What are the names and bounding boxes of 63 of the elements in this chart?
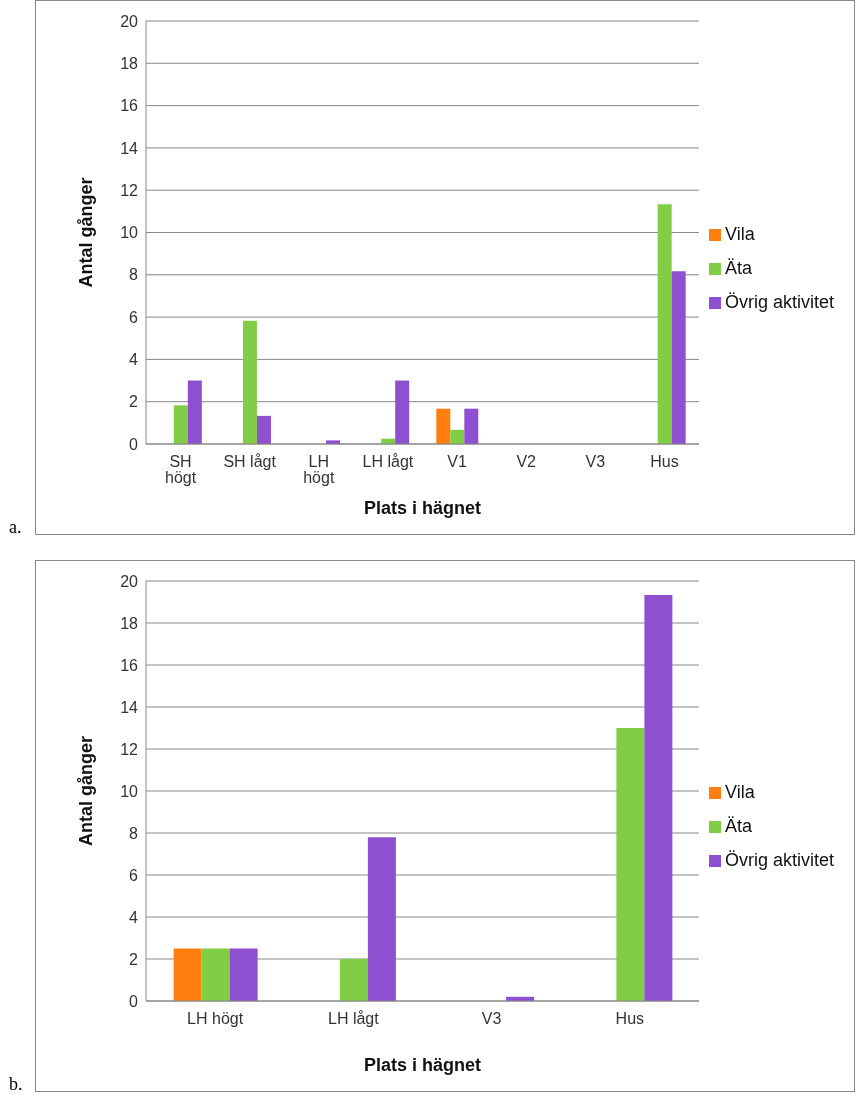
text: a. <box>9 517 22 538</box>
y-tick-label: 16 <box>120 97 139 115</box>
x-tick-label: LH högt <box>303 453 335 487</box>
y-tick-label: 16 <box>120 656 139 674</box>
bar <box>436 408 451 444</box>
bar <box>242 320 257 444</box>
y-tick-label: 18 <box>120 54 139 72</box>
legend-label: Övrig aktivitet <box>724 850 834 870</box>
y-tick-label: 10 <box>120 782 139 800</box>
x-axis-title: Plats i hägnet <box>363 498 481 518</box>
y-tick-label: 14 <box>120 139 139 157</box>
y-tick-label: 6 <box>129 866 139 884</box>
y-tick-label: 20 <box>120 12 139 30</box>
x-axis-title: Plats i hägnet <box>363 1055 481 1075</box>
legend-label: Vila <box>724 782 755 802</box>
y-tick-label: 10 <box>120 224 139 242</box>
x-tick-label: LH lågt <box>362 453 414 471</box>
bar <box>657 204 672 444</box>
y-tick-label: 12 <box>120 181 139 199</box>
legend-label: Äta <box>724 816 752 836</box>
bar <box>187 380 202 444</box>
x-tick-label: V1 <box>447 453 467 471</box>
bar <box>173 405 188 444</box>
y-tick-label: 2 <box>129 393 139 411</box>
y-axis-title: Antal gånger <box>76 177 97 288</box>
bar <box>464 408 479 444</box>
x-tick-label: SH högt <box>164 453 197 487</box>
x-tick-label: V3 <box>585 453 606 471</box>
y-tick-label: 0 <box>129 992 139 1010</box>
bar <box>450 429 465 444</box>
bar <box>173 948 202 1001</box>
y-tick-label: 4 <box>129 908 139 926</box>
x-tick-label: Hus <box>650 453 679 471</box>
bar <box>256 415 271 444</box>
bar <box>201 948 230 1001</box>
y-tick-label: 8 <box>129 266 139 284</box>
legend-label: Övrig aktivitet <box>724 291 834 312</box>
y-tick-label: 0 <box>129 435 139 453</box>
bar <box>644 595 673 1001</box>
x-tick-label: LH högt <box>187 1010 244 1028</box>
legend-label: Vila <box>724 223 755 244</box>
legend-label: Äta <box>724 257 752 278</box>
bar <box>671 271 686 444</box>
y-tick-label: 18 <box>120 614 139 632</box>
bar <box>229 948 258 1001</box>
y-tick-label: 14 <box>120 698 139 716</box>
text: b. <box>9 1074 23 1095</box>
x-tick-label: Hus <box>615 1010 645 1028</box>
y-tick-label: 8 <box>129 824 139 842</box>
bar <box>395 380 410 444</box>
y-axis-title: Antal gånger <box>76 735 97 847</box>
bar <box>339 959 368 1001</box>
y-tick-label: 6 <box>129 308 139 326</box>
x-tick-label: LH lågt <box>328 1010 380 1028</box>
bar <box>367 837 396 1001</box>
y-tick-label: 4 <box>129 351 139 369</box>
y-tick-label: 2 <box>129 950 139 968</box>
bar <box>616 728 645 1001</box>
x-tick-label: V3 <box>481 1010 502 1028</box>
x-tick-label: SH lågt <box>223 453 277 471</box>
y-tick-label: 12 <box>120 740 139 758</box>
x-tick-label: V2 <box>516 453 537 471</box>
y-tick-label: 20 <box>120 572 139 590</box>
